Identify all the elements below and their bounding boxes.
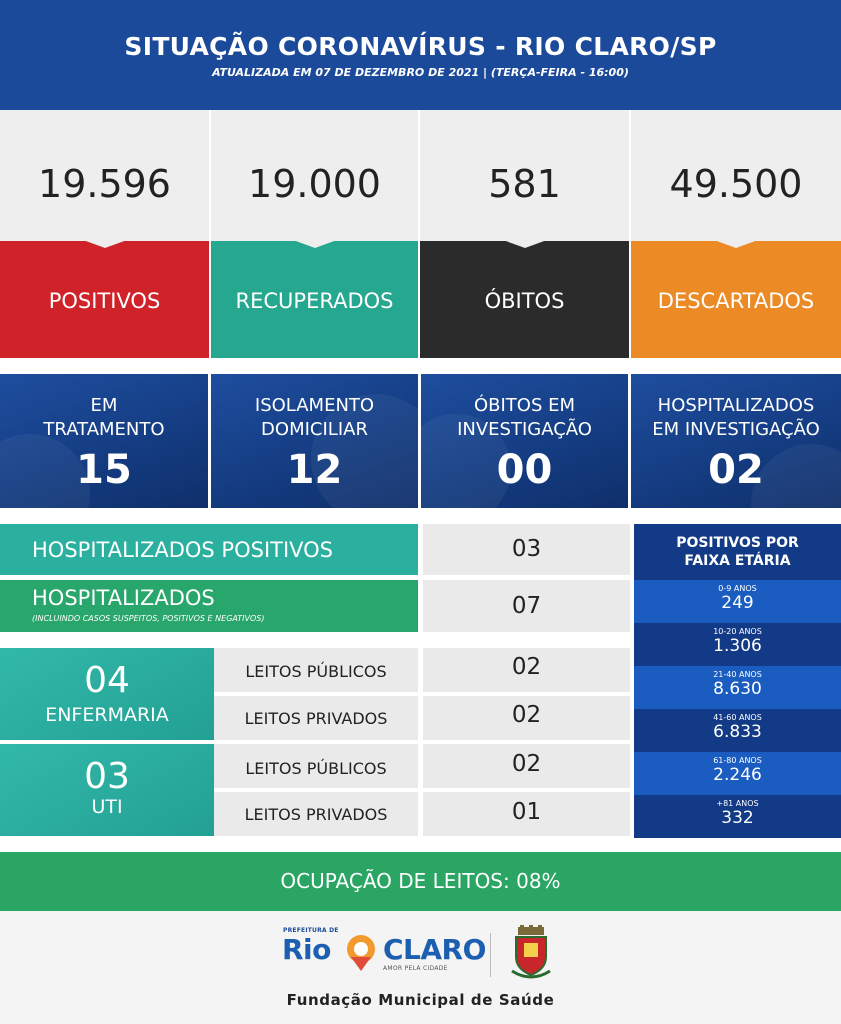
age-row: 41-60 ANOS 6.833 [634,709,841,752]
status-label-line2: DOMICILIAR [261,419,368,440]
stat-obitos-value: 581 [488,162,561,206]
uti-value: 03 [84,756,130,797]
status-label-line1: EM [90,395,118,416]
enfermaria-publicos-value: 02 [511,654,542,680]
uti-privados-value-box: 01 [423,792,630,836]
enfermaria-publicos-value-box: 02 [423,648,630,692]
header-banner: SITUAÇÃO CORONAVÍRUS - RIO CLARO/SP ATUA… [0,0,841,110]
hospitalizados-total-label: HOSPITALIZADOS [32,586,215,610]
age-row: 61-80 ANOS 2.246 [634,752,841,795]
stat-descartados-value: 49.500 [669,162,803,206]
enfermaria-block: 04 ENFERMARIA [0,648,214,740]
enfermaria-publicos-label: LEITOS PÚBLICOS [214,648,418,692]
enfermaria-privados-value-box: 02 [423,696,630,740]
status-value: 00 [496,447,553,493]
status-label-line1: ÓBITOS EM [473,395,576,416]
age-row: 21-40 ANOS 8.630 [634,666,841,709]
age-value: 249 [721,593,754,613]
status-obitos-investigacao: ÓBITOS EM INVESTIGAÇÃO 00 [421,374,628,508]
uti-privados-label: LEITOS PRIVADOS [214,792,418,836]
logo-tagline: AMOR PELA CIDADE [383,965,448,972]
logo-divider [490,933,491,977]
footer: PREFEITURA DE Rio CLARO AMOR PELA CIDADE… [0,911,841,1024]
age-row: 10-20 ANOS 1.306 [634,623,841,666]
age-range: +81 ANOS [716,799,759,808]
page-title: SITUAÇÃO CORONAVÍRUS - RIO CLARO/SP [124,32,717,61]
status-hospitalizados-investigacao: HOSPITALIZADOS EM INVESTIGAÇÃO 02 [631,374,841,508]
age-range: 61-80 ANOS [713,756,762,765]
enfermaria-label: ENFERMARIA [45,704,169,726]
occupancy-text: OCUPAÇÃO DE LEITOS: 08% [280,869,561,893]
logo-prefix: PREFEITURA DE [283,927,339,934]
age-range: 21-40 ANOS [713,670,762,679]
stat-obitos-label: ÓBITOS [484,289,565,313]
status-label-line2: INVESTIGAÇÃO [457,419,592,440]
hospitalizados-total-bar: HOSPITALIZADOS (INCLUINDO CASOS SUSPEITO… [0,580,418,632]
status-value: 15 [76,447,132,493]
age-row: +81 ANOS 332 [634,795,841,838]
age-groups-panel: POSITIVOS POR FAIXA ETÁRIA 0-9 ANOS 249 … [634,524,841,838]
stat-positivos: 19.596 POSITIVOS [0,110,209,358]
uti-publicos-value: 02 [511,751,542,777]
status-label-line1: ISOLAMENTO [254,395,375,416]
age-range: 0-9 ANOS [718,584,757,593]
stat-recuperados-label: RECUPERADOS [235,289,394,313]
status-label-line2: TRATAMENTO [43,419,165,440]
enfermaria-privados-value: 02 [511,702,542,728]
organization-name: Fundação Municipal de Saúde [286,991,555,1009]
age-value: 8.630 [713,679,762,699]
status-label-line1: HOSPITALIZADOS [657,395,815,416]
stat-descartados: 49.500 DESCARTADOS [631,110,841,358]
enfermaria-value: 04 [84,660,130,701]
stat-positivos-label: POSITIVOS [48,289,161,313]
hospitalizados-positivos-value: 03 [511,536,542,562]
logo-claro-text: CLARO [383,933,486,966]
occupancy-bar: OCUPAÇÃO DE LEITOS: 08% [0,852,841,911]
uti-publicos-label: LEITOS PÚBLICOS [214,744,418,788]
age-row: 0-9 ANOS 249 [634,580,841,623]
age-value: 1.306 [713,636,762,656]
status-isolamento-domiciliar: ISOLAMENTO DOMICILIAR 12 [211,374,418,508]
age-range: 41-60 ANOS [713,713,762,722]
virus-decoration [311,394,418,508]
hospitalizados-positivos-label: HOSPITALIZADOS POSITIVOS [32,538,334,562]
age-range: 10-20 ANOS [713,627,762,636]
stat-positivos-value: 19.596 [38,162,171,206]
hospitalizados-total-value-box: 07 [423,580,630,632]
stat-recuperados: 19.000 RECUPERADOS [211,110,418,358]
uti-label: UTI [91,796,123,818]
age-value: 332 [721,808,754,828]
age-value: 2.246 [713,765,762,785]
uti-block: 03 UTI [0,744,214,836]
stat-obitos: 581 ÓBITOS [420,110,629,358]
location-pin-icon [347,935,375,971]
age-value: 6.833 [713,722,762,742]
stat-descartados-label: DESCARTADOS [657,289,815,313]
logo-rio-text: Rio [282,933,331,966]
coat-of-arms-icon [511,925,551,979]
uti-privados-value: 01 [511,799,542,825]
hospitalizados-positivos-bar: HOSPITALIZADOS POSITIVOS [0,524,418,575]
hospitalizados-total-value: 07 [511,593,542,619]
age-groups-title: POSITIVOS POR FAIXA ETÁRIA [676,535,799,569]
status-label-line2: EM INVESTIGAÇÃO [652,419,820,440]
status-value: 12 [286,447,343,493]
uti-publicos-value-box: 02 [423,744,630,788]
hospitalizados-total-sublabel: (INCLUINDO CASOS SUSPEITOS, POSITIVOS E … [32,614,265,623]
update-date: ATUALIZADA EM 07 DE DEZEMBRO DE 2021 | (… [212,66,629,79]
status-value: 02 [708,447,764,493]
hospitalizados-positivos-value-box: 03 [423,524,630,575]
status-em-tratamento: EM TRATAMENTO 15 [0,374,208,508]
enfermaria-privados-label: LEITOS PRIVADOS [214,696,418,740]
stat-recuperados-value: 19.000 [248,162,381,206]
